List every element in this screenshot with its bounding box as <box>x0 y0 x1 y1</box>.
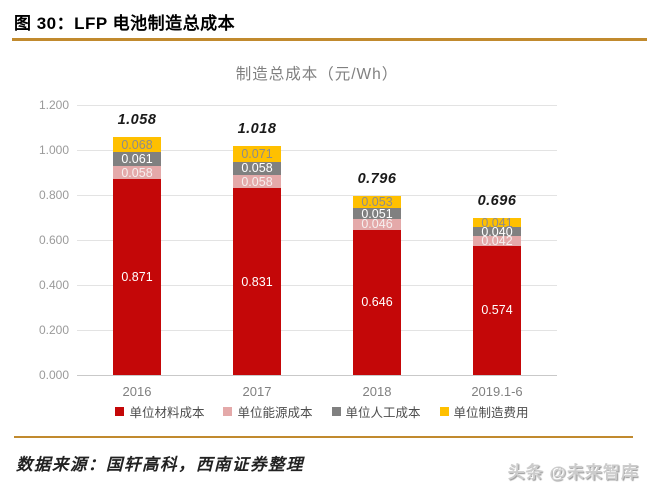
gridline <box>77 330 557 331</box>
gridline <box>77 375 557 376</box>
y-axis-tick-label: 0.200 <box>38 323 69 337</box>
bar-segment: 0.051 <box>353 207 401 220</box>
bar-segment: 0.831 <box>233 188 281 375</box>
y-axis-tick-label: 1.000 <box>38 143 69 157</box>
figure-title: 图 30：LFP 电池制造总成本 <box>14 14 236 33</box>
chart-title: 制造总成本（元/Wh） <box>235 66 399 83</box>
bar-segment: 0.871 <box>113 179 161 375</box>
bar-segment: 0.058 <box>233 174 281 189</box>
bar-total-label: 1.058 <box>117 111 157 128</box>
bar-segment: 0.058 <box>113 165 161 180</box>
bar-segment: 0.574 <box>473 245 521 375</box>
plot-area: 0.871 0.058 0.061 0.068 0.831 0.058 0.058 0.071… <box>77 105 557 376</box>
bar-segment: 0.042 <box>473 236 521 246</box>
y-axis-tick-label: 0.800 <box>38 188 69 202</box>
bar-segment: 0.071 <box>233 145 281 162</box>
bar-2019.1-6: 0.574 0.042 0.040 0.041 <box>473 218 521 375</box>
y-axis-tick-label: 0.600 <box>38 233 69 247</box>
bar-total-label: 1.018 <box>237 120 277 137</box>
legend-swatch-icon <box>115 407 125 416</box>
y-axis-tick-label: 0.000 <box>38 368 69 382</box>
watermark: 头条 @未来智库 <box>507 463 639 482</box>
data-source-note: 数据来源：国轩高科，西南证券整理 <box>16 455 304 474</box>
header-divider <box>12 38 647 41</box>
legend-label: 单位材料成本 <box>129 406 205 420</box>
legend-item: 单位人工成本 <box>331 402 421 421</box>
y-axis-tick-label: 0.400 <box>38 278 69 292</box>
bar-segment: 0.646 <box>353 229 401 375</box>
legend-swatch-icon <box>439 407 449 416</box>
bar-segment: 0.046 <box>353 219 401 230</box>
legend-label: 单位制造费用 <box>453 406 529 420</box>
bar-segment: 0.053 <box>353 195 401 208</box>
bar-segment: 0.068 <box>113 136 161 153</box>
gridline <box>77 105 557 106</box>
chart-legend: 单位材料成本 单位能源成本 单位人工成本 单位制造费用 <box>77 402 567 421</box>
x-axis-tick-label: 2018 <box>362 384 392 399</box>
x-axis-tick-label: 2017 <box>242 384 272 399</box>
x-axis-tick-label: 2019.1-6 <box>471 384 523 399</box>
legend-swatch-icon <box>331 407 341 416</box>
footer-divider <box>14 436 633 438</box>
gridline <box>77 285 557 286</box>
gridline <box>77 195 557 196</box>
bar-2018: 0.646 0.046 0.051 0.053 <box>353 195 401 375</box>
legend-label: 单位人工成本 <box>345 406 421 420</box>
x-axis-tick-label: 2016 <box>122 384 152 399</box>
bar-2016: 0.871 0.058 0.061 0.068 <box>113 136 161 375</box>
legend-swatch-icon <box>223 407 233 416</box>
bar-2017: 0.831 0.058 0.058 0.071 <box>233 145 281 375</box>
bar-segment: 0.058 <box>233 161 281 175</box>
y-axis-tick-label: 1.200 <box>38 98 69 112</box>
legend-item: 单位能源成本 <box>223 402 313 421</box>
bar-segment: 0.061 <box>113 152 161 166</box>
gridline <box>77 240 557 241</box>
bar-total-label: 0.696 <box>477 193 517 210</box>
bar-segment: 0.040 <box>473 227 521 237</box>
legend-item: 单位材料成本 <box>115 402 204 421</box>
bar-total-label: 0.796 <box>357 170 397 187</box>
gridline <box>77 150 557 151</box>
legend-label: 单位能源成本 <box>237 406 313 420</box>
legend-item: 单位制造费用 <box>439 402 529 421</box>
bar-segment: 0.041 <box>473 218 521 228</box>
